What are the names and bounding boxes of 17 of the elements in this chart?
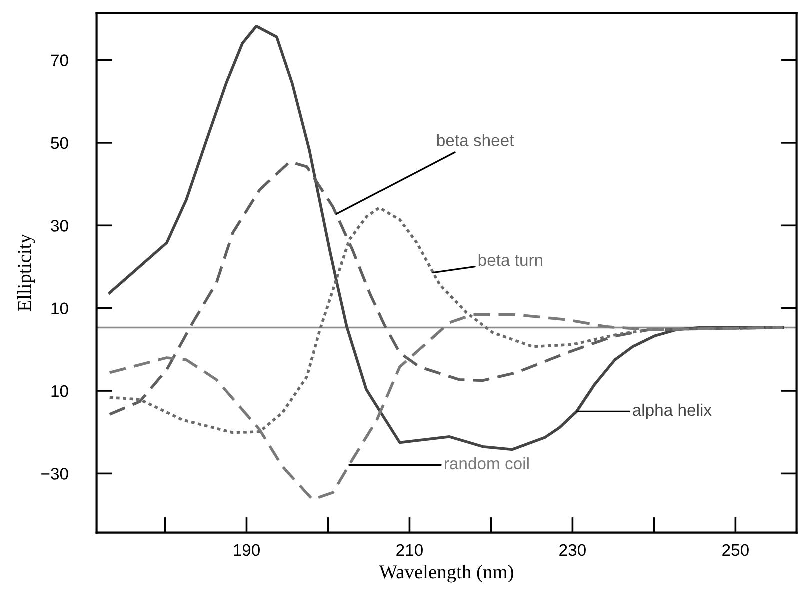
text: beta sheet bbox=[437, 134, 514, 146]
x-tick-label: 230 bbox=[560, 544, 586, 556]
y-tick-label: 10 bbox=[52, 385, 68, 398]
y-tick-label: 30 bbox=[51, 220, 68, 232]
x-axis-title: Wavelength (nm) bbox=[379, 565, 514, 583]
y-axis-title: Ellipticity bbox=[18, 234, 36, 312]
x-tick-label: 190 bbox=[234, 544, 260, 556]
x-tick-label: 210 bbox=[396, 544, 423, 556]
y-tick-label: −30 bbox=[42, 468, 68, 480]
y-tick-label: 70 bbox=[51, 54, 68, 66]
y-tick-label: 50 bbox=[51, 137, 68, 150]
text: random coil bbox=[444, 457, 529, 470]
y-tick-label: 10 bbox=[52, 302, 68, 315]
text: alpha helix bbox=[633, 404, 712, 420]
line-series bbox=[108, 314, 784, 502]
x-tick-label: 250 bbox=[722, 544, 749, 556]
text: beta turn bbox=[478, 254, 543, 266]
